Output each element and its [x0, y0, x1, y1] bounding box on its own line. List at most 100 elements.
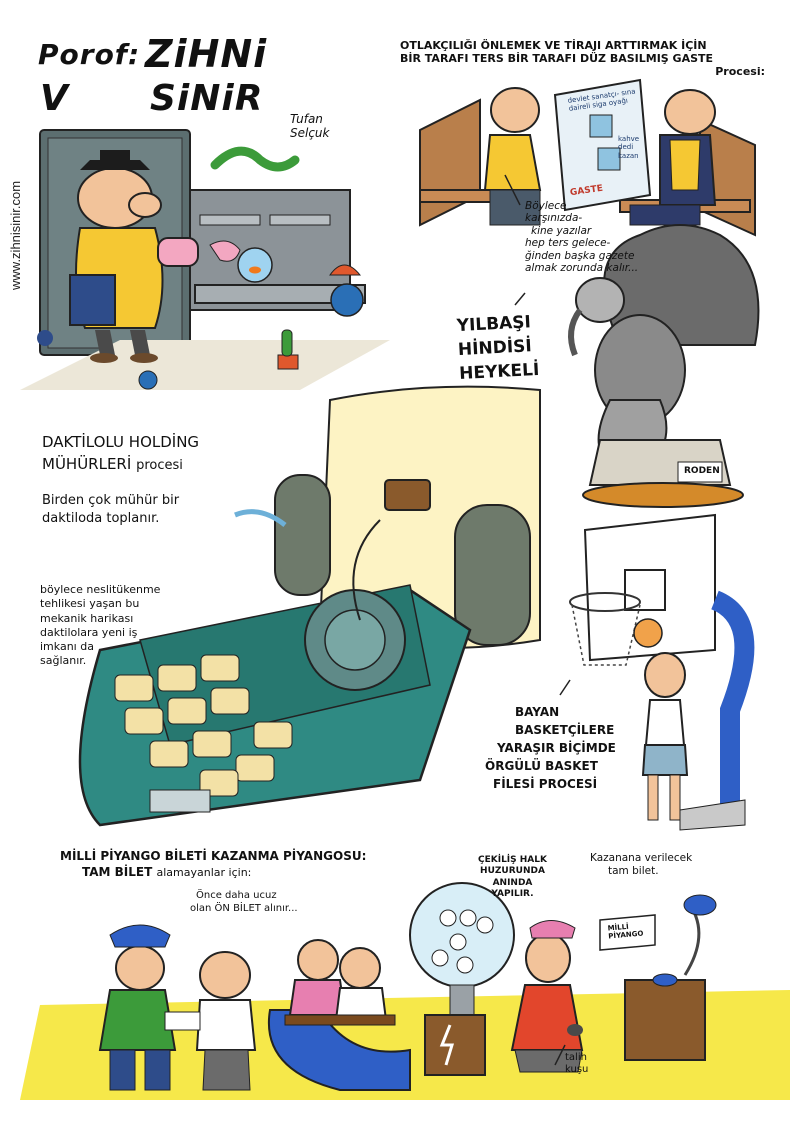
signature-line-1: Tufan	[290, 112, 323, 126]
lottery-scene	[20, 882, 790, 1100]
title-sinir: SiNiR	[150, 78, 264, 119]
lab-shelf-1	[199, 214, 261, 226]
website-url: www.zihnisinir.com	[8, 180, 23, 290]
lottery-draw-line-3: ANINDA	[492, 877, 533, 888]
title-v: V	[40, 78, 69, 119]
key	[200, 654, 240, 682]
typewriter-title: DAKTİLOLU HOLDİNG MÜHÜRLERİ procesi	[42, 432, 199, 476]
typewriter-note-line-2: tehlikesi yaşan bu	[40, 597, 140, 611]
stamp-arm	[352, 519, 381, 621]
spacebar-tray	[149, 789, 211, 813]
lizard	[210, 146, 300, 172]
lab-item-blue	[138, 370, 158, 390]
prize-box	[624, 979, 706, 1061]
statue-base	[582, 482, 744, 508]
talih-kusu-label: talih kuşu	[565, 1052, 588, 1076]
basketball-scene	[569, 513, 755, 831]
typewriter-title-line-2: MÜHÜRLERİ procesi	[42, 454, 199, 476]
blue-suitcase	[69, 274, 116, 326]
cactus-pot	[277, 354, 299, 370]
woman-head	[525, 933, 571, 983]
left-man-head	[490, 87, 540, 133]
woman-hat	[529, 920, 576, 939]
newspaper-caption: Böylece karşınızda- kine yazılar hep ter…	[525, 200, 675, 274]
lottery-prize-note: Kazanana verilecek tam bilet.	[590, 852, 692, 878]
basket-label: BAYAN BASKETÇİLERE YARAŞIR BİÇİMDE ÖRGÜL…	[485, 703, 616, 793]
lottery-draw-note: ÇEKİLİŞ HALK HUZURUNDA ANINDA YAPILIR.	[478, 855, 547, 900]
typewriter-note-line-5: imkanı da	[40, 640, 94, 654]
lottery-ball	[431, 949, 449, 967]
newspaper-caption-line-1: Böylece	[525, 200, 567, 212]
turkey-statue	[568, 224, 760, 508]
key	[235, 754, 275, 782]
lottery-prize-line-2: tam bilet.	[608, 865, 659, 878]
lottery-heading-tam-bilet: TAM BİLET	[82, 865, 153, 880]
turkey-label: YILBAŞI HİNDİSİ HEYKELİ	[456, 311, 540, 386]
statue-plaque	[677, 461, 723, 483]
blue-teapot	[330, 283, 364, 317]
arrow-newspaper	[504, 174, 521, 206]
vendor-head	[115, 945, 165, 991]
hoop-pole	[710, 590, 755, 810]
newspaper-scene	[419, 78, 756, 237]
player-leg-right	[669, 774, 681, 821]
left-man-sweater	[483, 134, 542, 191]
hoop-rim	[569, 592, 641, 612]
typewriter-note-line-3: mekanik harikası	[40, 611, 134, 625]
shoe-left	[90, 353, 118, 363]
padlock	[37, 330, 53, 346]
audience-boy-head	[339, 947, 381, 989]
turkey-wattle	[568, 308, 583, 357]
backboard-square	[624, 569, 666, 611]
key	[192, 730, 232, 758]
pole-base	[679, 799, 746, 831]
typewriter-roller-right	[454, 504, 531, 646]
talih-kusu-line-1: talih	[565, 1052, 587, 1063]
shoe-right	[130, 353, 158, 363]
key	[210, 687, 250, 715]
typewriter-desc: Birden çok mühür bir daktiloda toplanır.	[42, 492, 179, 528]
ticket-in-hand	[164, 1011, 201, 1031]
lottery-prize-line-1: Kazanana verilecek	[590, 852, 693, 864]
turkey-head	[575, 277, 625, 323]
vendor-jacket	[98, 989, 177, 1051]
graduation-cap-top	[100, 150, 130, 162]
player-leg-left	[647, 774, 659, 821]
typewriter-keys	[114, 654, 293, 797]
newspaper-caption-line-2: karşınızda-	[525, 212, 583, 225]
blue-stage	[267, 1009, 411, 1091]
drum-stand	[449, 984, 475, 1016]
player-head	[644, 652, 686, 698]
talih-bird	[567, 1024, 583, 1036]
arrow-turkey	[514, 292, 526, 306]
typewriter-note-line-1: böylece neslitükenme	[40, 583, 161, 596]
lottery-heading-for-those: alamayanlar için:	[156, 866, 252, 880]
newspaper	[553, 78, 652, 212]
basket-label-line-3: YARAŞIR BİÇİMDE	[497, 741, 616, 755]
basket-label-line-1: BAYAN	[515, 705, 560, 719]
statue-plaque-text: RODEN	[684, 466, 720, 476]
typewriter-roller-left	[274, 474, 331, 596]
newspaper-photo-2	[597, 147, 621, 171]
typebars-inner	[324, 609, 386, 671]
typewriter-desc-line-2: daktiloda toplanır.	[42, 511, 160, 527]
woman-top	[510, 984, 584, 1051]
teapot-lid	[329, 264, 362, 276]
title-zihni: ZiHNi	[145, 32, 268, 76]
lottery-bubble-line-1: Önce daha ucuz	[196, 890, 277, 901]
basket-label-line-2: BASKETÇİLERE	[515, 723, 615, 737]
lottery-bubble-line-2: olan ÖN BİLET alınır...	[190, 902, 298, 914]
lab-desk-top	[194, 284, 366, 304]
newspaper-caption-line-5: ğinden başka gazete	[525, 249, 635, 262]
talih-kusu-line-2: kuşu	[565, 1064, 589, 1075]
typewriter-note-line-4: daktilolara yeni iş	[40, 625, 138, 639]
typewriter-title-procesi: procesi	[136, 457, 183, 473]
typewriter-desc-line-1: Birden çok mühür bir	[42, 493, 180, 508]
right-man-head	[664, 89, 716, 135]
pink-snail	[209, 240, 241, 262]
newspaper-heading-line-1: OTLAKÇILIĞI ÖNLEMEK VE TİRAJI ARTTIRMAK …	[400, 39, 707, 52]
lightning-mark	[439, 1024, 455, 1066]
arrow-basket	[559, 679, 571, 696]
lottery-ball	[476, 916, 494, 934]
woman-skirt	[514, 1049, 583, 1073]
